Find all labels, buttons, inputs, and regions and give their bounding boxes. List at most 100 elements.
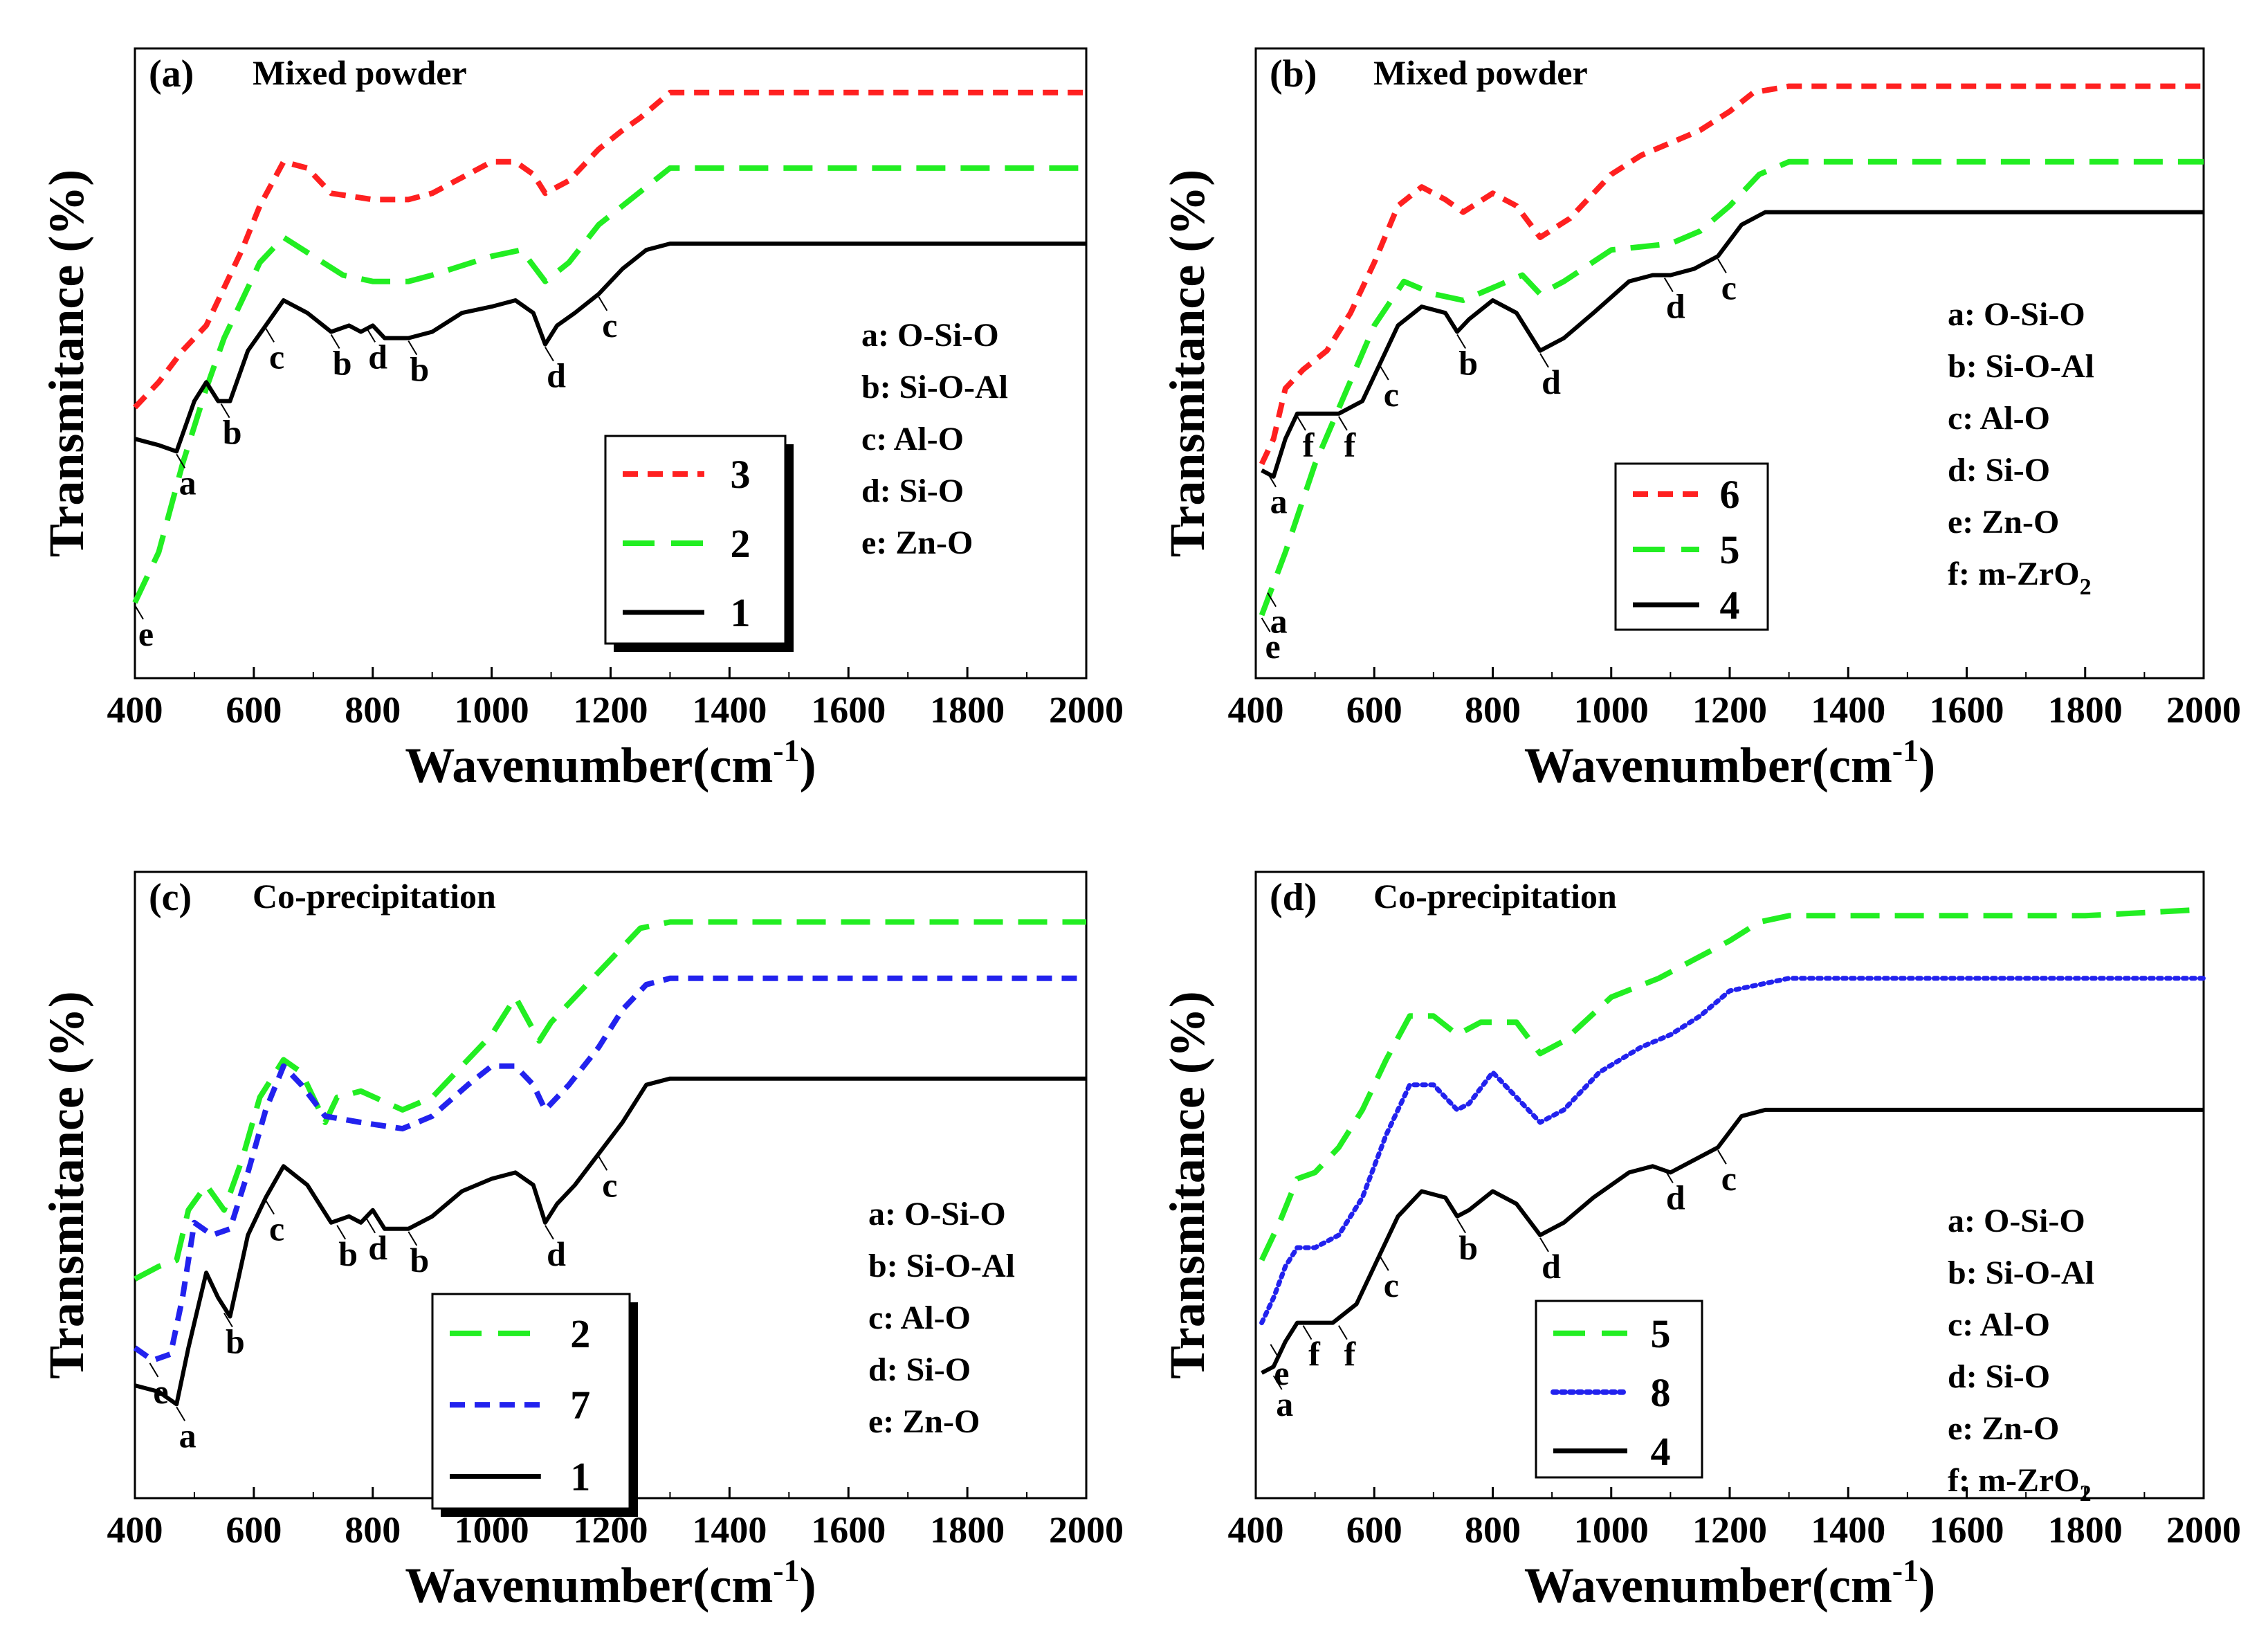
legend-box [1535,1300,1703,1479]
panel-3: 400 600 800 1000 1200 1400 1600 1800 2000 Wavenum… [1160,871,2241,1613]
assignment-text: b: Si-O-Al [868,1248,1015,1284]
assignment-main: f: m-ZrO [1948,556,2080,592]
x-axis-label-sup: -1 [1892,733,1919,768]
assignment-text: e: Zn-O [1948,504,2059,540]
annotation-leader [1379,1256,1389,1271]
legend-label-1: 1 [570,1455,590,1500]
legend-box [431,1293,631,1510]
assignment-text: b: Si-O-Al [1948,1255,2094,1291]
x-axis-label-main: Wavenumber(cm [405,1558,773,1613]
annotation-leader [223,1312,233,1328]
x-axis-label-sup: -1 [773,733,799,768]
x-tick-label: 600 [226,1509,282,1551]
assignment-main: c: Al-O [861,421,964,457]
x-tick-label: 1200 [574,689,648,731]
annotation-label: d [368,337,387,376]
assignment-main: a: O-Si-O [861,317,999,354]
annotation-leader [1663,1168,1674,1183]
annotation-label: b [1458,1228,1478,1267]
x-tick-label: 800 [1465,1509,1521,1551]
annotation-label: e [1265,627,1280,666]
y-axis-label: Transmitance (%) [39,170,94,558]
assignment-main: b: Si-O-Al [1948,348,2094,385]
annotation-label: f [1303,426,1315,464]
annotation-leader [545,347,554,362]
annotation-leader [1272,1375,1283,1390]
assignment-subscript: 2 [2080,1481,2092,1506]
x-tick-label: 2000 [2166,1509,2241,1551]
x-axis-label-main: Wavenumber(cm [405,738,773,793]
panel-2: 400 600 800 1000 1200 1400 1600 1800 2000Wavenum… [39,871,1124,1613]
panel-0: 400 600 800 1000 1200 1400 1600 1800 2000 Wavenum… [39,47,1124,793]
legend-label-4: 4 [1651,1429,1671,1474]
series-line-5 [1259,906,2204,1261]
assignment-text: c: Al-O [868,1300,971,1336]
assignment-main: e: Zn-O [861,525,973,561]
annotation-label: b [333,344,352,383]
annotation-leader [545,1225,554,1240]
assignment-text: a: O-Si-O [1948,1203,2085,1239]
panel-1: 400 600 800 1000 1200 1400 1600 1800 2000 Wavenum… [1160,47,2241,793]
annotation-leader [1270,1344,1280,1359]
legend-label-1: 1 [731,590,751,635]
assignment-text: c: Al-O [1948,400,2050,437]
x-axis-label: Wavenumber(cm-1) [1524,1553,1935,1613]
assignment-main: e: Zn-O [1948,1410,2059,1447]
annotation-label: b [223,413,242,452]
x-tick-label: 1600 [811,1509,886,1551]
x-tick-label: 800 [345,1509,401,1551]
assignment-main: d: Si-O [1948,452,2050,489]
assignment-text: b: Si-O-Al [1948,348,2094,385]
annotation-label: a [1270,482,1288,521]
annotation-leader [1297,416,1306,431]
legend-label-8: 8 [1651,1370,1671,1415]
assignment-main: a: O-Si-O [868,1196,1006,1232]
annotation-leader [1302,1325,1313,1340]
annotation-leader [1663,277,1674,293]
x-axis-label-main: Wavenumber(cm [1524,1558,1892,1613]
annotation-label: a [1276,1385,1293,1423]
assignment-text: e: Zn-O [861,525,973,561]
annotation-label: f [1308,1335,1321,1374]
panel-subtitle: Co-precipitation [253,877,496,915]
annotation-label: f [1344,426,1357,464]
annotation-leader [176,1406,186,1421]
series-line-4 [1261,1107,2204,1375]
x-tick-label: 1400 [692,1509,767,1551]
x-tick-label: 1800 [930,689,1005,731]
series-line-7 [133,975,1086,1363]
series-line-5 [1259,158,2204,617]
x-tick-label: 1400 [692,689,767,731]
x-axis-label-main: Wavenumber(cm [1524,738,1892,793]
panel-subtitle: Mixed powder [253,53,467,92]
legend-label-4: 4 [1720,583,1740,628]
panel-subtitle: Co-precipitation [1373,877,1617,915]
x-tick-label: 2000 [1049,1509,1124,1551]
annotation-leader [336,1225,347,1240]
assignment-main: c: Al-O [1948,1306,2050,1343]
x-axis-label-sup: -1 [773,1553,799,1588]
annotation-label: c [269,337,284,376]
annotation-label: d [1666,1178,1685,1217]
legend-label-6: 6 [1720,472,1740,517]
assignment-text: c: Al-O [861,421,964,457]
annotation-leader [366,327,376,343]
annotation-leader [1717,1149,1727,1165]
annotation-label: b [226,1322,245,1361]
annotation-leader [176,453,186,468]
x-axis-label: Wavenumber(cm-1) [405,1553,816,1613]
annotation-label: c [269,1210,284,1248]
annotation-label: d [1666,287,1685,326]
annotation-leader [1267,473,1277,488]
assignment-main: f: m-ZrO [1948,1462,2080,1499]
series-line-6 [1259,83,2204,466]
x-tick-label: 1200 [1692,1509,1767,1551]
annotation-label: e [153,1372,168,1411]
annotation-label: d [547,356,566,395]
y-axis-label: Transmitance (%) [1160,991,1215,1379]
annotation-leader [1261,617,1271,632]
panel-label: (a) [149,53,194,95]
annotation-label: c [1384,375,1399,414]
annotation-label: e [138,614,154,653]
